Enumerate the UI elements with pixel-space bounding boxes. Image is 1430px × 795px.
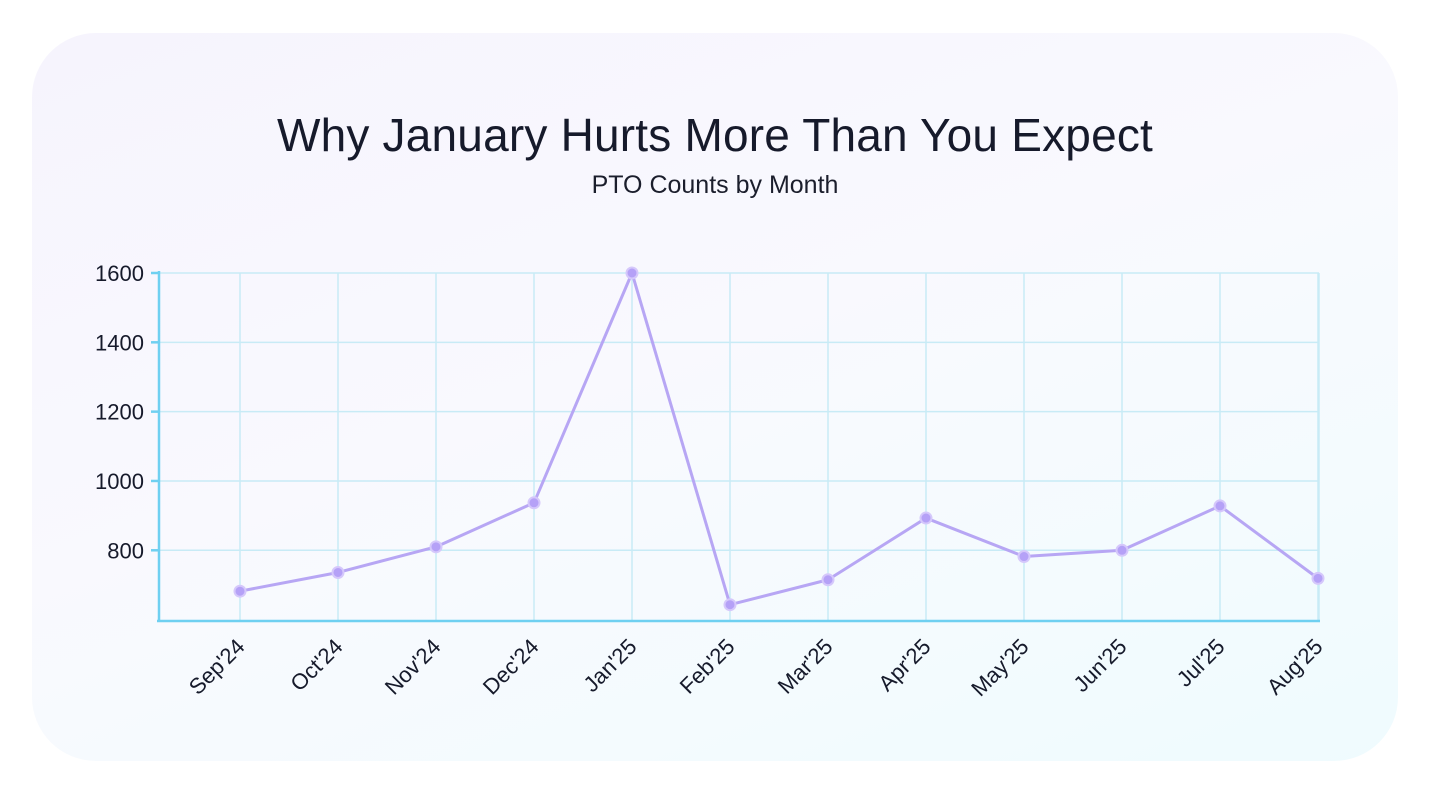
data-point — [1017, 550, 1031, 564]
x-tick-label: Oct'24 — [285, 634, 347, 696]
chart-subtitle: PTO Counts by Month — [591, 171, 839, 199]
data-point — [919, 511, 933, 525]
x-axis-ticks: Sep'24 Oct'24 Nov'24 Dec'24 Jan'25 Feb'25 Mar'… — [184, 634, 1328, 701]
data-point — [331, 565, 345, 579]
data-point — [527, 496, 541, 510]
x-tick-label: Mar'25 — [773, 634, 838, 699]
grid — [159, 272, 1320, 621]
data-point — [1115, 543, 1129, 557]
x-tick-label: Feb'25 — [675, 634, 740, 699]
y-axis-ticks: 800 1000 1200 1400 1600 — [95, 261, 144, 563]
y-tick-label: 800 — [107, 538, 144, 563]
series — [233, 266, 1325, 612]
y-tick-label: 1000 — [95, 469, 144, 494]
data-point — [625, 266, 639, 280]
x-tick-label: Sep'24 — [184, 634, 250, 700]
x-tick-label: Jan'25 — [578, 634, 641, 697]
x-tick-label: Apr'25 — [873, 634, 935, 696]
data-point — [233, 584, 247, 598]
series-line — [239, 271, 1319, 607]
data-point — [1311, 571, 1325, 585]
x-tick-label: Dec'24 — [478, 634, 544, 700]
y-tick-label: 1400 — [95, 330, 144, 355]
y-tick-label: 1600 — [95, 261, 144, 286]
data-point — [429, 540, 443, 554]
data-point — [1213, 499, 1227, 513]
x-tick-label: Jun'25 — [1068, 634, 1131, 697]
y-tick-label: 1200 — [95, 400, 144, 425]
x-tick-label: Nov'24 — [380, 634, 446, 700]
chart-card: Why January Hurts More Than You Expect P… — [32, 33, 1398, 761]
chart-title: Why January Hurts More Than You Expect — [276, 109, 1154, 161]
axes — [151, 271, 1320, 623]
x-tick-label: May'25 — [966, 634, 1033, 701]
x-tick-label: Aug'25 — [1262, 634, 1328, 700]
x-tick-label: Jul'25 — [1172, 634, 1230, 692]
data-point — [723, 598, 737, 612]
data-point — [821, 573, 835, 587]
